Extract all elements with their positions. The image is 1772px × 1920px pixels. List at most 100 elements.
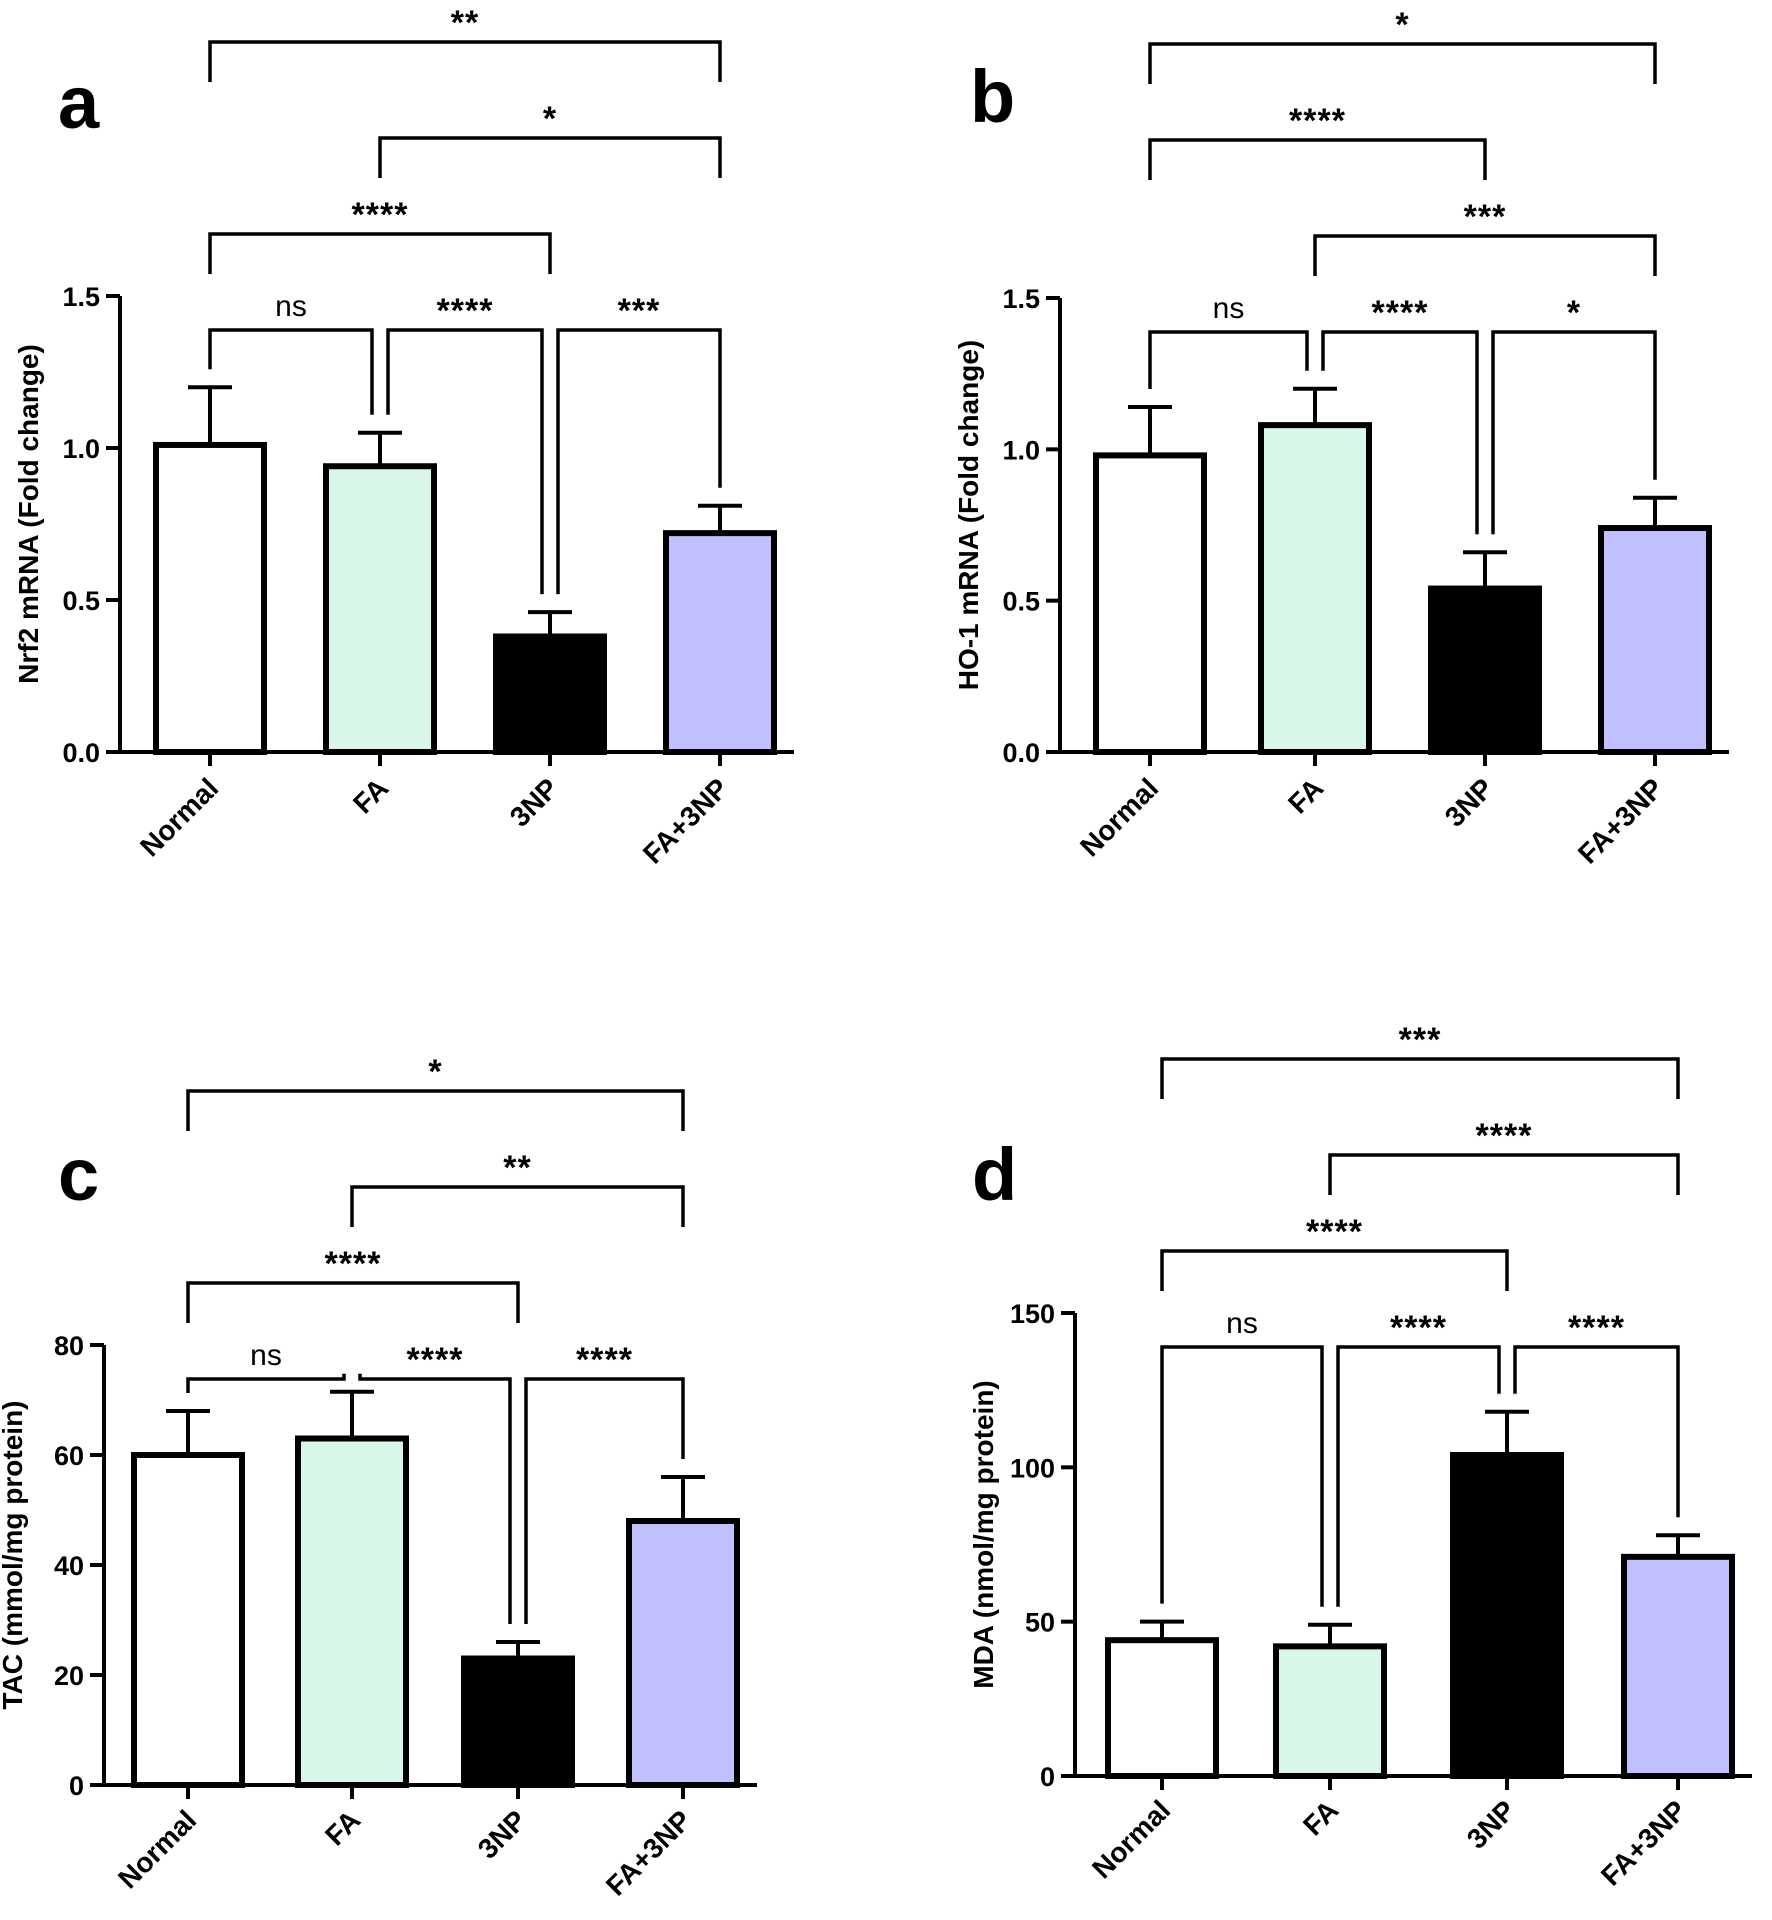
- significance-label: *: [1567, 294, 1581, 332]
- panel-c: c 0 20 40 60 80 TAC (mmol/mg protein) Normal FA 3…: [0, 1053, 757, 1902]
- y-tick-label: 1.0: [1002, 435, 1040, 465]
- significance-label: ****: [352, 196, 409, 234]
- y-tick-label: 1.5: [62, 282, 100, 312]
- bracket-line: [378, 136, 722, 178]
- bar-fa-3np: [663, 530, 777, 755]
- significance-label: ****: [1390, 1309, 1447, 1347]
- y-tick-label: 1.5: [1002, 284, 1040, 314]
- significance-bracket: ****: [524, 1341, 685, 1624]
- significance-bracket: *: [378, 100, 722, 178]
- x-tick-label: FA+3NP: [1595, 1794, 1692, 1891]
- significance-bracket: ****: [358, 1341, 512, 1624]
- y-tick-label: 0.5: [62, 586, 100, 616]
- significance-bracket: ****: [1148, 102, 1487, 180]
- significance-bracket: ****: [1328, 1117, 1680, 1195]
- bracket-line: [1148, 42, 1657, 84]
- bracket-line: [1148, 330, 1309, 389]
- y-tick-label: 0.5: [1002, 587, 1040, 617]
- significance-bracket: ****: [386, 292, 544, 595]
- significance-label: ****: [1568, 1309, 1625, 1347]
- bar-3np: [1428, 585, 1542, 755]
- bracket-line: [524, 1377, 685, 1624]
- bracket-line: [386, 328, 544, 595]
- significance-label: ns: [275, 290, 307, 323]
- bar-normal: [1093, 452, 1207, 755]
- significance-label: ****: [1372, 294, 1429, 332]
- significance-label: ****: [325, 1245, 382, 1283]
- significance-bracket: ns: [1148, 292, 1309, 389]
- bar-fa-3np: [1621, 1553, 1735, 1780]
- x-tick-label: 3NP: [504, 772, 564, 832]
- bar-3np: [493, 633, 607, 755]
- significance-bracket: ***: [1160, 1021, 1680, 1099]
- x-tick-label: 3NP: [1461, 1794, 1521, 1854]
- bracket-line: [1336, 1345, 1501, 1607]
- significance-label: ****: [1306, 1213, 1363, 1251]
- significance-bracket: ****: [1321, 294, 1479, 535]
- significance-label: ****: [407, 1341, 464, 1379]
- bracket-line: [350, 1185, 685, 1227]
- bracket-line: [186, 1373, 346, 1393]
- bracket-line: [1491, 330, 1657, 535]
- y-tick-label: 0: [69, 1771, 84, 1801]
- bracket-line: [208, 232, 552, 274]
- bar-fa: [1273, 1643, 1387, 1779]
- significance-label: ***: [1399, 1021, 1442, 1059]
- bracket-line: [186, 1089, 685, 1131]
- significance-bracket: ***: [1313, 198, 1657, 276]
- x-tick-label: FA+3NP: [1572, 772, 1669, 869]
- bracket-line: [208, 328, 374, 415]
- bracket-line: [1321, 330, 1479, 535]
- significance-bracket: ****: [1160, 1213, 1509, 1291]
- bar-fa: [323, 463, 437, 755]
- panel-letter: c: [58, 1133, 99, 1216]
- bar-normal: [1105, 1637, 1219, 1779]
- significance-bracket: ns: [208, 290, 374, 415]
- panel-d: d 0 50 100 150 MDA (nmol/mg protein) Normal FA 3…: [968, 1021, 1752, 1892]
- bracket-line: [556, 328, 722, 595]
- bracket-line: [1328, 1153, 1680, 1195]
- y-tick-label: 150: [1010, 1299, 1055, 1329]
- bracket-line: [1513, 1345, 1680, 1518]
- significance-bracket: ***: [556, 292, 722, 595]
- significance-label: **: [503, 1149, 531, 1187]
- bar-fa-3np: [626, 1518, 740, 1788]
- y-tick-label: 0.0: [62, 738, 100, 768]
- panel-a: a 0.0 0.5 1.0 1.5 Nrf2 mRNA (Fold change) Norm…: [13, 4, 794, 870]
- bracket-line: [1160, 1057, 1680, 1099]
- bar-fa-3np: [1598, 525, 1712, 755]
- x-tick-label: Normal: [1086, 1794, 1176, 1884]
- y-tick-label: 0: [1040, 1762, 1055, 1792]
- x-tick-label: 3NP: [1439, 772, 1499, 832]
- bar-normal: [153, 441, 267, 755]
- significance-label: *: [1395, 6, 1409, 44]
- x-tick-label: Normal: [134, 772, 224, 862]
- significance-label: *: [543, 100, 557, 138]
- significance-bracket: **: [208, 4, 722, 82]
- significance-label: ****: [1289, 102, 1346, 140]
- x-tick-label: FA+3NP: [637, 772, 734, 869]
- significance-label: ns: [1226, 1307, 1258, 1340]
- y-axis-title: MDA (nmol/mg protein): [968, 1380, 999, 1688]
- significance-bracket: ****: [1336, 1309, 1501, 1607]
- y-axis-title: TAC (mmol/mg protein): [0, 1400, 28, 1709]
- y-axis-title: Nrf2 mRNA (Fold change): [13, 344, 44, 684]
- y-tick-label: 40: [54, 1551, 84, 1581]
- y-tick-label: 20: [54, 1661, 84, 1691]
- bar-3np: [461, 1655, 575, 1788]
- significance-label: ****: [437, 292, 494, 330]
- bracket-line: [1160, 1345, 1324, 1607]
- x-tick-label: 3NP: [472, 1804, 532, 1864]
- panel-letter: a: [58, 61, 100, 144]
- bar-3np: [1450, 1451, 1564, 1780]
- y-tick-label: 60: [54, 1441, 84, 1471]
- panel-b: b 0.0 0.5 1.0 1.5 HO-1 mRNA (Fold change) Norm…: [953, 6, 1729, 870]
- y-tick-label: 1.0: [62, 434, 100, 464]
- significance-bracket: ns: [186, 1339, 346, 1393]
- bracket-line: [1148, 138, 1487, 180]
- significance-bracket: *: [186, 1053, 685, 1131]
- x-tick-label: FA: [1297, 1794, 1344, 1841]
- bracket-line: [358, 1373, 512, 1624]
- bracket-line: [208, 40, 722, 82]
